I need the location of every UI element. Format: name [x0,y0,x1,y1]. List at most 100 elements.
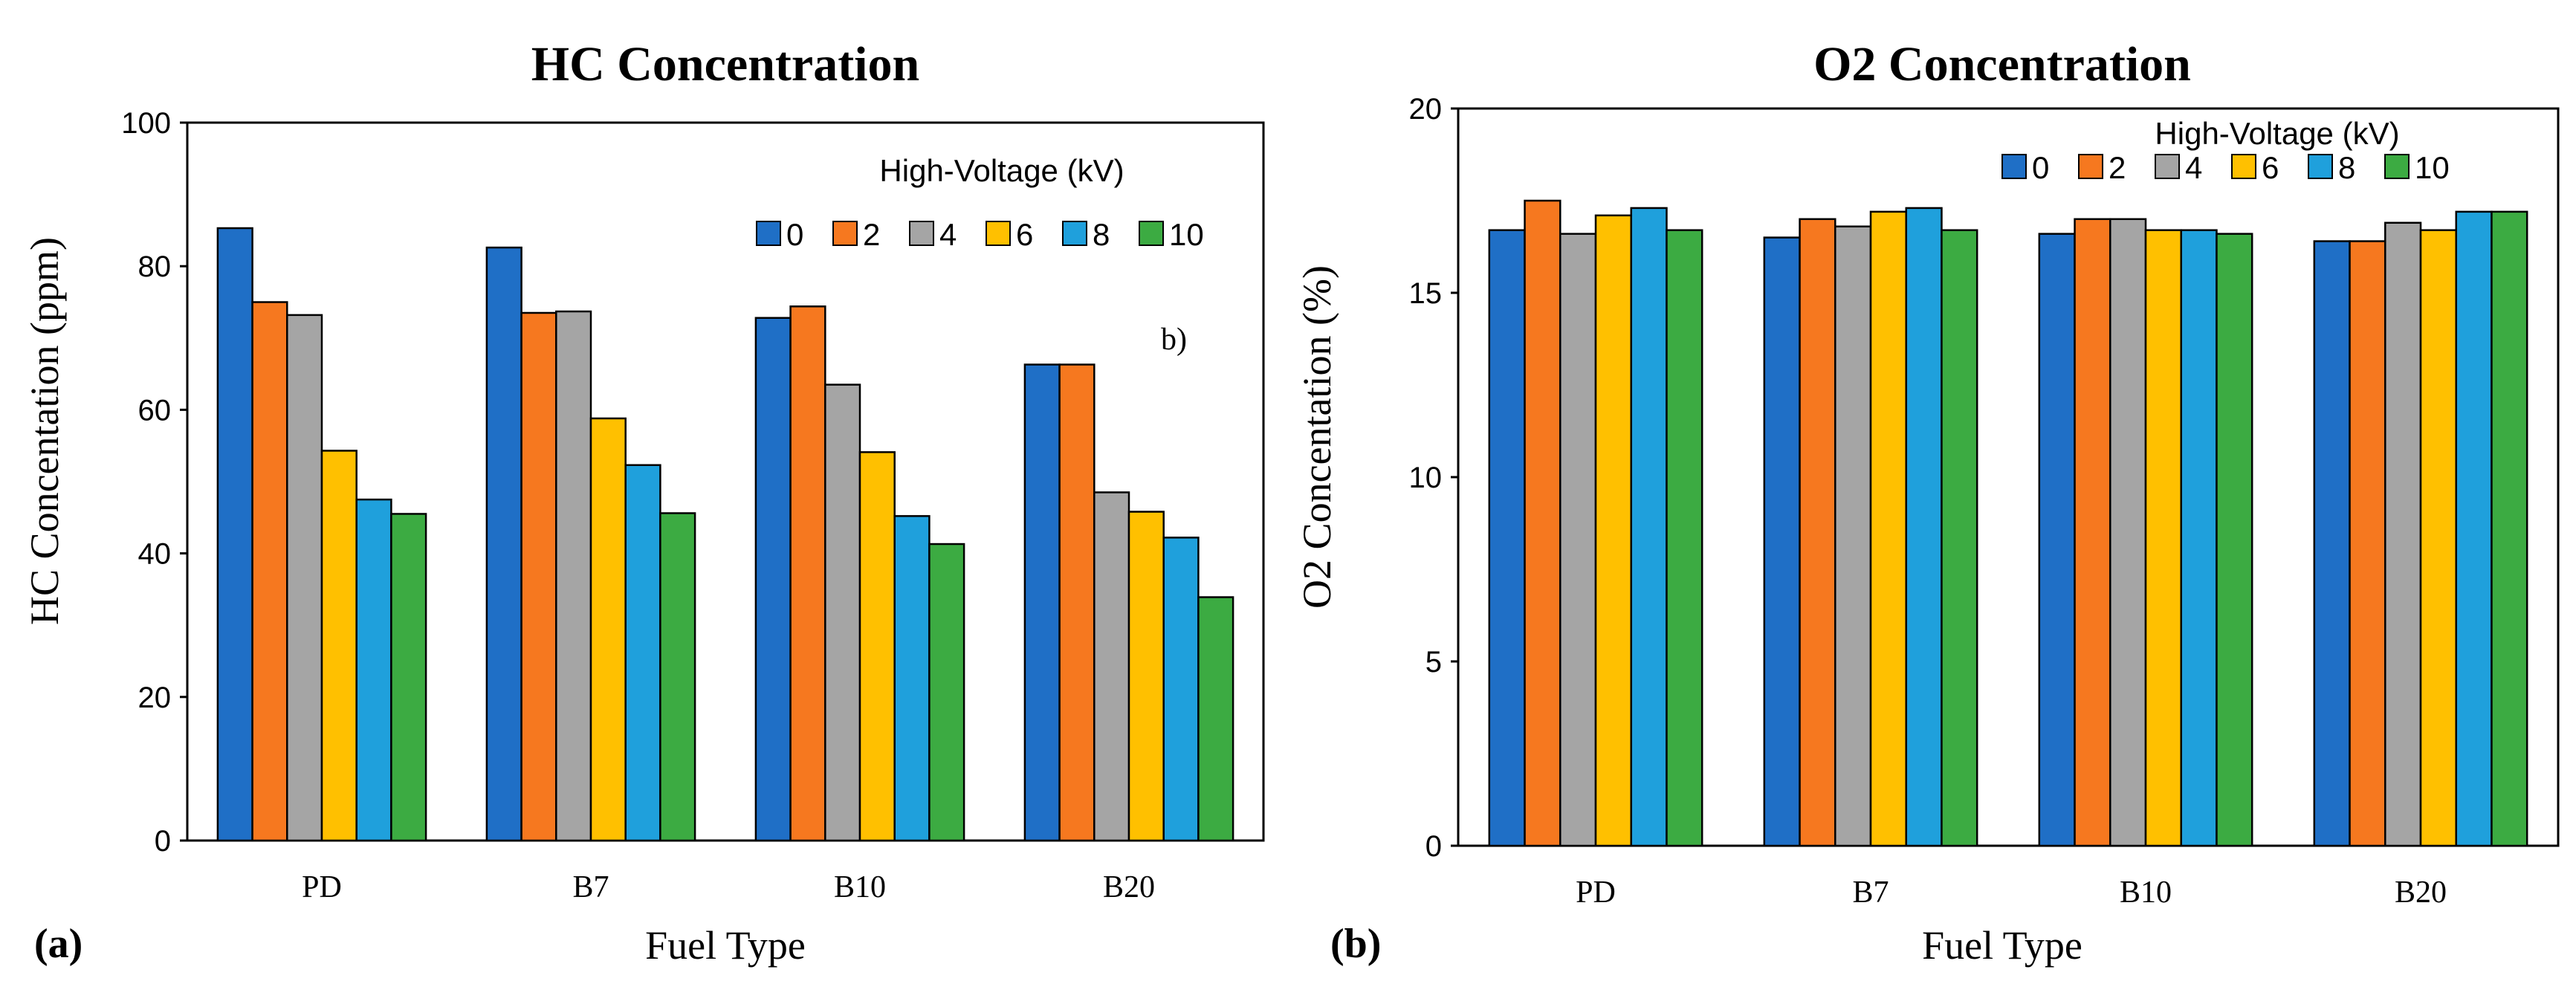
chart-a-y-tick-label: 60 [138,394,172,427]
chart-a-bar [893,515,931,842]
chart-b-x-category-label: B20 [2395,875,2447,910]
chart-b-legend-label: 6 [2262,150,2279,185]
chart-b-x-category-label: PD [1576,875,1616,910]
chart-a-bar [659,512,696,842]
chart-a-legend-label: 10 [1169,217,1204,252]
chart-b-legend-swatch [2231,154,2256,179]
chart-a-bar [286,314,323,842]
chart-a-bar [355,498,392,842]
chart-a-legend-swatch [986,221,1011,246]
chart-a-y-tick-label: 80 [138,250,172,283]
chart-a-y-tick-label: 40 [138,538,172,571]
chart-b-y-axis-title: O2 Concentation (%) [1295,265,1339,609]
chart-a-bar [251,301,288,842]
chart-a-bar [390,513,427,842]
chart-a: HC Concentration HC Concentation (ppm) F… [22,37,1265,968]
chart-b-bar [1630,207,1668,847]
chart-a-bar [858,451,896,842]
chart-a-bar [216,227,253,842]
chart-b-bar [2455,210,2493,847]
chart-b-y-tick-label: 20 [1409,93,1443,126]
chart-a-legend-label: 2 [863,217,880,252]
chart-b-x-category-label: B7 [1852,875,1889,910]
chart-a-x-category-label: B7 [572,870,609,904]
chart-b-bar [1834,225,1872,847]
chart-a-bar [555,310,592,842]
chart-b-legend: High-Voltage (kV) 0 2 4 6 8 10 [2001,116,2450,185]
chart-b-bar [1594,214,1632,847]
chart-b-legend-swatch [2155,154,2180,179]
chart-b-bar [1869,210,1907,847]
chart-a-legend-label: 8 [1093,217,1110,252]
chart-a-bar [928,543,965,842]
chart-a-bar [485,246,522,842]
chart-b-title: O2 Concentration [1813,37,2191,91]
chart-b-y-tick-label: 10 [1409,462,1443,494]
chart-b-bar [2313,240,2351,847]
chart-b-bar [1941,229,1978,847]
chart-a-legend-swatch [1139,221,1164,246]
chart-b-legend-label: 0 [2032,150,2049,185]
chart-a-legend-title: High-Voltage (kV) [879,153,1124,188]
chart-b-x-axis-title: Fuel Type [1922,923,2083,968]
chart-b-bar [2491,210,2528,847]
chart-a-bar [1093,491,1130,842]
chart-a-plot-frame [186,121,1265,842]
chart-a-x-category-label: B10 [834,870,886,904]
chart-a-legend-label: 4 [939,217,957,252]
chart-a-bar [1023,363,1061,842]
chart-b-bar [1799,218,1836,847]
chart-b-legend-label: 2 [2109,150,2126,185]
chart-a-x-category-label: PD [302,870,342,904]
chart-a-y-tick-label: 100 [121,107,171,140]
chart-b-legend-swatch [2308,154,2333,179]
chart-a-bar [589,417,627,842]
chart-a-legend: High-Voltage (kV) 0 2 4 6 8 10 [756,153,1204,252]
chart-a-x-axis-title: Fuel Type [645,923,806,968]
chart-b: O2 Concentration O2 Concentation (%) Fue… [1295,37,2560,968]
chart-b-y-tick-label: 0 [1425,830,1442,863]
chart-a-x-category-label: B20 [1103,870,1155,904]
chart-a-legend-swatch [1062,221,1087,246]
chart-b-bar [1559,233,1597,847]
chart-a-y-tick-label: 0 [155,825,171,858]
chart-b-legend-label: 10 [2415,150,2450,185]
chart-b-legend-swatch [2001,154,2027,179]
chart-a-legend-swatch [756,221,781,246]
chart-b-bar [1666,229,1703,847]
chart-a-bar [624,464,661,842]
chart-b-bar [2180,229,2218,847]
chart-b-bar [2349,240,2386,847]
chart-a-legend-swatch [909,221,934,246]
chart-b-bar [2038,233,2076,847]
chart-a-y-tick-label: 20 [138,681,172,714]
chart-b-legend-label: 4 [2185,150,2202,185]
chart-a-legend-label: 6 [1016,217,1033,252]
chart-b-bar [1524,199,1562,847]
chart-b-y-tick-label: 5 [1425,646,1442,679]
chart-a-legend-swatch [832,221,858,246]
chart-a-bar [789,305,826,842]
chart-b-bar [2419,229,2457,847]
chart-a-y-axis-title: HC Concentation (ppm) [22,237,67,625]
chart-a-bar [520,311,557,842]
chart-a-bar [1197,596,1234,842]
chart-a-legend-label: 0 [786,217,803,252]
chart-b-bar [2216,233,2253,847]
chart-b-bar [1488,229,1526,847]
chart-b-bar [1905,207,1943,847]
chart-b-panel-label: (b) [1330,921,1381,967]
chart-a-bar [1127,511,1165,842]
chart-b-bar [2384,221,2422,847]
chart-b-bar [2109,218,2147,847]
chart-a-annotation: b) [1161,323,1187,357]
chart-a-bar [824,383,861,842]
chart-b-x-category-label: B10 [2120,875,2172,910]
chart-b-legend-title: High-Voltage (kV) [2155,116,2399,151]
chart-b-legend-swatch [2078,154,2103,179]
chart-b-bar [2144,229,2182,847]
chart-b-y-tick-label: 15 [1409,277,1443,310]
chart-b-legend-label: 8 [2338,150,2355,185]
chart-a-bar [754,317,792,842]
